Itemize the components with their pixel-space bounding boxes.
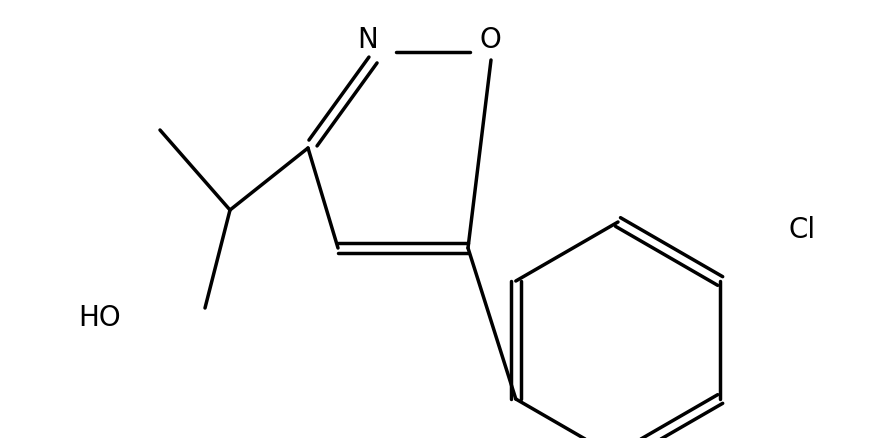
- Text: Cl: Cl: [789, 216, 815, 244]
- Text: O: O: [479, 26, 501, 54]
- Text: N: N: [358, 26, 378, 54]
- Text: HO: HO: [79, 304, 122, 332]
